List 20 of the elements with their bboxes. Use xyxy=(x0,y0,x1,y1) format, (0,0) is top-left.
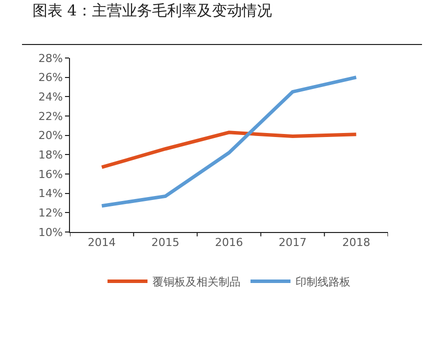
y-tick-label: 18% xyxy=(38,148,63,162)
y-tick-label: 20% xyxy=(38,129,63,142)
y-tick-label: 22% xyxy=(38,110,63,123)
y-tick-label: 12% xyxy=(38,206,63,220)
y-tick-label: 16% xyxy=(38,168,63,181)
x-tick-label: 2015 xyxy=(151,236,180,250)
x-tick-label: 2016 xyxy=(215,236,243,250)
line-series xyxy=(100,130,358,169)
y-tick-label: 28% xyxy=(38,52,63,65)
line-series xyxy=(100,76,358,208)
chart-title: 图表 4：主营业务毛利率及变动情况 xyxy=(32,2,272,20)
legend-label: 印制线路板 xyxy=(296,276,350,289)
y-tick-label: 10% xyxy=(38,226,63,239)
y-tick-label: 14% xyxy=(38,187,63,200)
x-tick-label: 2018 xyxy=(342,236,370,250)
x-tick-label: 2014 xyxy=(88,236,116,250)
y-tick-label: 26% xyxy=(38,71,63,84)
x-tick-label: 2017 xyxy=(278,236,307,250)
legend-label: 覆铜板及相关制品 xyxy=(152,276,240,289)
y-tick-label: 24% xyxy=(38,90,63,104)
